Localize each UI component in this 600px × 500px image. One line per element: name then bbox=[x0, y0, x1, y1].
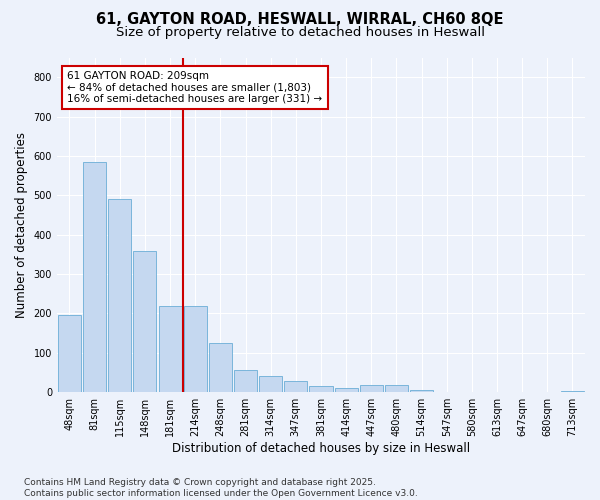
Text: 61, GAYTON ROAD, HESWALL, WIRRAL, CH60 8QE: 61, GAYTON ROAD, HESWALL, WIRRAL, CH60 8… bbox=[96, 12, 504, 28]
Bar bbox=[259, 376, 282, 392]
Bar bbox=[108, 200, 131, 392]
Bar bbox=[83, 162, 106, 392]
Bar bbox=[184, 306, 207, 392]
Bar bbox=[385, 385, 408, 392]
Text: Size of property relative to detached houses in Heswall: Size of property relative to detached ho… bbox=[115, 26, 485, 39]
Bar bbox=[310, 386, 332, 392]
Text: Contains HM Land Registry data © Crown copyright and database right 2025.
Contai: Contains HM Land Registry data © Crown c… bbox=[24, 478, 418, 498]
Bar bbox=[359, 385, 383, 392]
Bar bbox=[284, 381, 307, 392]
Bar bbox=[335, 388, 358, 392]
Bar bbox=[209, 343, 232, 392]
Bar bbox=[410, 390, 433, 392]
Bar bbox=[58, 314, 81, 392]
Bar bbox=[133, 251, 157, 392]
Bar bbox=[158, 306, 182, 392]
X-axis label: Distribution of detached houses by size in Heswall: Distribution of detached houses by size … bbox=[172, 442, 470, 455]
Y-axis label: Number of detached properties: Number of detached properties bbox=[15, 132, 28, 318]
Bar bbox=[234, 370, 257, 392]
Text: 61 GAYTON ROAD: 209sqm
← 84% of detached houses are smaller (1,803)
16% of semi-: 61 GAYTON ROAD: 209sqm ← 84% of detached… bbox=[67, 71, 323, 104]
Bar bbox=[561, 391, 584, 392]
